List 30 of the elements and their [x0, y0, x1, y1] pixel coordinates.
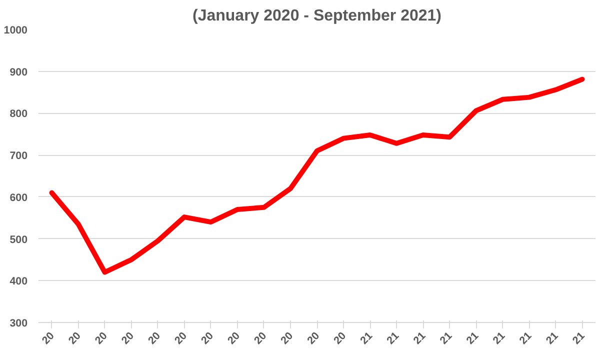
y-tick-label: 800	[10, 108, 28, 120]
x-tick-label: 21	[464, 330, 482, 347]
x-tick-label: 20	[278, 330, 296, 347]
x-tick-label: 21	[490, 330, 508, 347]
y-tick-label: 400	[10, 276, 28, 288]
x-tick-label: 20	[332, 330, 349, 347]
x-tick-label: 20	[199, 330, 216, 347]
x-tick-label: 20	[66, 330, 84, 347]
y-tick-label: 600	[10, 192, 28, 204]
x-tick-label: 20	[252, 330, 270, 347]
x-tick-label: 21	[358, 330, 376, 347]
x-tick-label: 21	[517, 330, 534, 347]
x-tick-label: 20	[92, 330, 110, 347]
x-tick-label: 20	[146, 330, 163, 347]
x-tick-label: 21	[384, 330, 402, 347]
x-tick-label: 21	[544, 330, 561, 347]
x-tick-label: 21	[570, 330, 588, 347]
y-tick-label: 900	[10, 66, 28, 78]
x-tick-label: 21	[438, 330, 455, 347]
y-tick-label: 1000	[4, 24, 28, 36]
x-tick-label: 20	[226, 330, 242, 347]
y-tick-label: 300	[10, 318, 28, 330]
x-tick-label: 21	[411, 330, 428, 347]
y-tick-label: 700	[10, 150, 28, 162]
chart-title: (January 2020 - September 2021)	[192, 8, 442, 24]
x-tick-label: 20	[119, 330, 136, 347]
x-tick-label: 20	[305, 330, 322, 347]
x-tick-label: 20	[172, 330, 190, 347]
x-tick-label: 20	[40, 330, 57, 347]
y-tick-label: 500	[10, 234, 28, 246]
